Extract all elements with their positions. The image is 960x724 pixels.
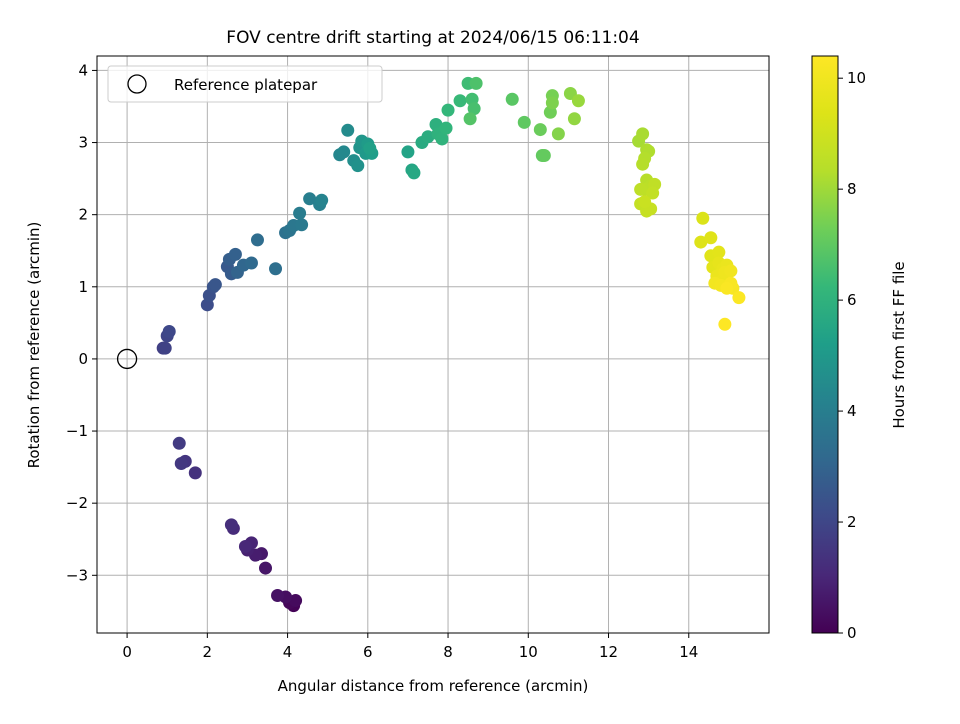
data-point [439, 121, 453, 135]
data-point [732, 291, 746, 305]
colorbar-tick-label: 8 [847, 180, 857, 198]
colorbar: 0 2 4 6 8 10 Hours from first FF file [811, 55, 908, 642]
y-tick-label: 3 [78, 134, 88, 152]
colorbar-gradient [811, 55, 839, 634]
reference-platepar-marker [116, 348, 138, 370]
data-point [469, 76, 483, 90]
data-point [720, 281, 734, 295]
data-point [208, 278, 222, 292]
data-point [303, 192, 317, 206]
data-point [694, 235, 708, 249]
data-point [158, 341, 172, 355]
data-point [712, 245, 726, 259]
x-tick-label: 0 [122, 643, 132, 661]
data-point [567, 112, 581, 126]
data-point [453, 94, 467, 108]
colorbar-label: Hours from first FF file [890, 261, 908, 428]
x-tick-label: 10 [519, 643, 538, 661]
data-point [634, 182, 648, 196]
x-tick-label: 8 [443, 643, 453, 661]
colorbar-tick-label: 2 [847, 513, 857, 531]
y-tick-label: −1 [66, 422, 88, 440]
data-point [551, 127, 565, 141]
data-point [295, 218, 309, 232]
data-point [259, 561, 273, 575]
data-point [269, 262, 283, 276]
data-point [228, 247, 242, 261]
x-tick-label: 12 [599, 643, 618, 661]
y-tick-label: −3 [66, 566, 88, 584]
x-axis-ticks: 0 2 4 6 8 10 12 14 [122, 633, 698, 661]
data-point [172, 436, 186, 450]
data-point [401, 145, 415, 159]
data-point [537, 149, 551, 163]
y-tick-label: −2 [66, 494, 88, 512]
data-point [188, 466, 202, 480]
data-point [704, 231, 718, 245]
data-point [435, 132, 449, 146]
legend-box [107, 65, 383, 103]
data-point [545, 96, 559, 110]
x-tick-label: 2 [203, 643, 213, 661]
y-tick-label: 2 [78, 206, 88, 224]
data-point [696, 211, 710, 225]
data-point [271, 588, 285, 602]
data-point [407, 166, 421, 180]
y-axis-ticks: −3 −2 −1 0 1 2 3 4 [66, 61, 97, 584]
x-tick-label: 6 [363, 643, 373, 661]
data-point [638, 195, 652, 209]
data-point [505, 92, 519, 106]
plot-frame [96, 55, 770, 634]
data-point [441, 103, 455, 117]
data-point [162, 325, 176, 339]
scatter-points [116, 76, 746, 613]
data-point [363, 141, 377, 155]
data-point [238, 539, 252, 553]
data-point [351, 159, 365, 173]
data-point [289, 594, 303, 608]
legend: Reference platepar [107, 65, 383, 103]
data-point [293, 206, 307, 220]
x-axis-label: Angular distance from reference (arcmin) [278, 677, 589, 695]
data-point [337, 145, 351, 159]
colorbar-tick-label: 6 [847, 291, 857, 309]
chart-title: FOV centre drift starting at 2024/06/15 … [226, 28, 639, 48]
data-point [646, 186, 660, 200]
data-point [341, 123, 355, 137]
colorbar-tick-label: 10 [847, 69, 866, 87]
colorbar-ticks: 0 2 4 6 8 10 [838, 69, 866, 642]
colorbar-tick-label: 4 [847, 402, 857, 420]
data-point [463, 112, 477, 126]
data-point [315, 193, 329, 207]
data-point [636, 127, 650, 141]
data-point [467, 102, 481, 116]
data-point [244, 256, 258, 270]
data-point [224, 518, 238, 532]
legend-marker-open-circle [127, 74, 147, 94]
data-point [533, 123, 547, 137]
y-tick-label: 1 [78, 278, 88, 296]
colorbar-tick-label: 0 [847, 624, 857, 642]
data-point [724, 264, 738, 278]
y-tick-label: 4 [78, 61, 88, 79]
data-point [421, 130, 435, 144]
x-tick-label: 14 [679, 643, 698, 661]
data-point [571, 94, 585, 108]
grid [97, 56, 769, 633]
data-point [718, 317, 732, 331]
data-point [636, 157, 650, 171]
data-point [174, 457, 188, 471]
y-tick-label: 0 [78, 350, 88, 368]
x-tick-label: 4 [283, 643, 293, 661]
data-point [250, 233, 264, 247]
y-axis-label: Rotation from reference (arcmin) [25, 222, 43, 469]
legend-label: Reference platepar [174, 76, 318, 94]
data-point [517, 115, 531, 129]
